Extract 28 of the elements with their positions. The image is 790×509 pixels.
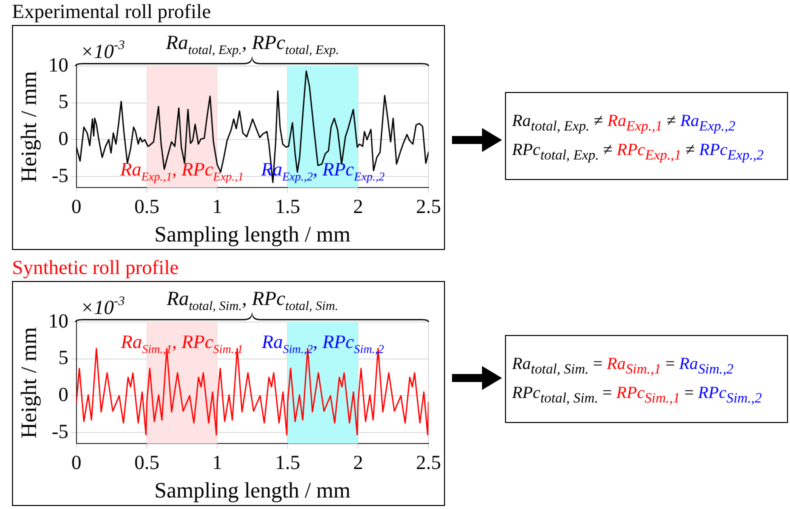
y-tick-label: -5 <box>52 420 68 443</box>
x-tick-label: 1 <box>212 196 222 218</box>
y-tick-label: 5 <box>58 91 68 114</box>
y-tick-label: 0 <box>58 128 68 150</box>
text: Ra$_{total, Sim.}$ = Ra$_{Sim.,1}$ = Ra$_{Sim.,2}$ <box>512 354 734 378</box>
text: RPc$_{total, Exp.}$ ≠ RPc$_{Exp.,1}$ ≠ RPc$_{Exp.,2}$ <box>512 140 764 164</box>
x-tick-label: 1 <box>212 452 222 474</box>
chart-title: Experimental roll profile <box>12 0 211 24</box>
y-tick-label: 10 <box>48 54 68 76</box>
x-axis-title: Sampling length / mm <box>154 478 351 503</box>
x-tick-label: 0.5 <box>134 452 160 474</box>
x-tick-label: 2.5 <box>416 452 441 474</box>
x-tick-label: 0.5 <box>134 196 160 218</box>
y-axis-title: Height / mm <box>16 327 41 438</box>
y-axis-title: Height / mm <box>16 71 41 182</box>
y-tick-label: 5 <box>58 347 68 370</box>
x-tick-label: 1.5 <box>275 196 300 218</box>
text: Ra$_{total, Exp.}$ ≠ Ra$_{Exp.,1}$ ≠ Ra$_{Exp.,2}$ <box>512 111 736 134</box>
y-tick-label: 10 <box>48 310 68 332</box>
y-tick-label: 0 <box>58 384 68 406</box>
x-tick-label: 2.5 <box>416 196 441 218</box>
chart-title: Synthetic roll profile <box>12 256 179 280</box>
x-axis-title: Sampling length / mm <box>154 222 351 247</box>
x-tick-label: 1.5 <box>275 452 300 474</box>
x-tick-label: 2 <box>353 196 364 218</box>
text: RPc$_{total, Sim.}$ = RPc$_{Sim.,1}$ = RPc$_{Sim.,2}$ <box>512 383 762 407</box>
y-tick-label: -5 <box>52 164 68 187</box>
x-tick-label: 2 <box>353 452 364 474</box>
